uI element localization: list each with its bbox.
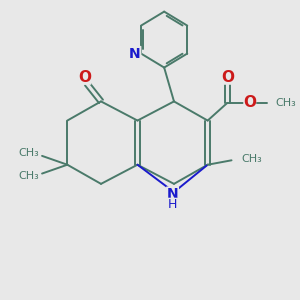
Text: CH₃: CH₃ [241,154,262,164]
Text: O: O [221,70,234,85]
Text: N: N [167,187,178,201]
Text: CH₃: CH₃ [19,172,39,182]
Text: CH₃: CH₃ [275,98,296,108]
Text: H: H [168,198,177,211]
Text: N: N [129,46,141,61]
Text: O: O [78,70,91,85]
Text: O: O [243,95,256,110]
Text: CH₃: CH₃ [19,148,39,158]
